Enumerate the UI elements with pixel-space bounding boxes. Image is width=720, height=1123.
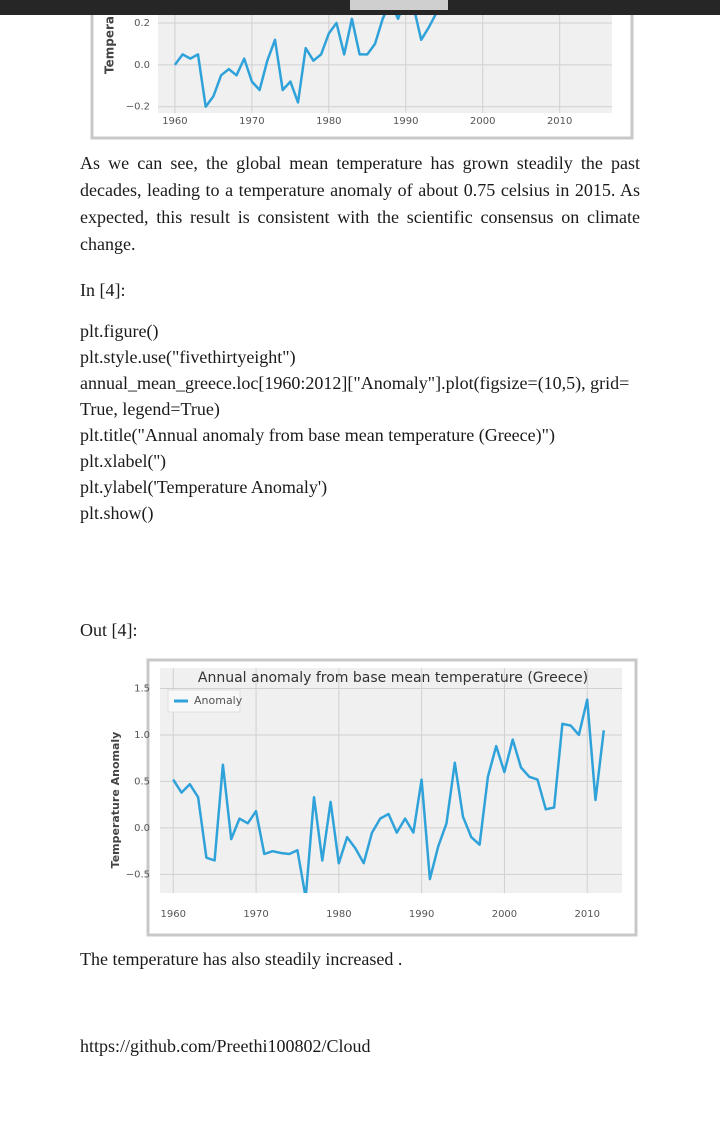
- x-tick-label: 2000: [470, 116, 495, 127]
- x-tick-label: 1990: [393, 116, 418, 127]
- x-tick-label: 1980: [316, 116, 341, 127]
- x-tick-label: 2010: [547, 116, 572, 127]
- code-line: plt.ylabel('Temperature Anomaly'): [80, 477, 328, 497]
- legend-label: Anomaly: [194, 694, 243, 707]
- code-line: plt.title("Annual anomaly from base mean…: [80, 425, 555, 445]
- x-tick-label: 2000: [492, 909, 517, 920]
- y-tick-label: 0.2: [134, 18, 150, 29]
- chart-labels: 1960 1970 1980 1990 2000 2010 0.2 0.0 −0.2 Temper…: [103, 16, 600, 920]
- x-tick-label: 1970: [239, 116, 264, 127]
- legend-box: [167, 689, 241, 713]
- data-line: [172, 698, 606, 893]
- y-tick-label: 0.0: [134, 60, 150, 71]
- chart-title: Annual anomaly from base mean temperatur…: [198, 670, 588, 686]
- x-tick-label: 2010: [574, 909, 599, 920]
- conclusion: The temperature has also steadily increa…: [80, 949, 403, 969]
- paragraph: As we can see, the global mean temperatu…: [80, 153, 640, 254]
- code-block: plt.figure() plt.style.use("fivethirtyeig…: [80, 318, 640, 526]
- in-prompt: In [4]:: [80, 280, 126, 300]
- link[interactable]: https://github.com/Preethi100802/Cloud: [80, 1036, 371, 1056]
- y-tick-label: 1.0: [134, 730, 150, 741]
- x-tick-label: 1980: [326, 909, 351, 920]
- y-tick-label: 1.5: [134, 683, 150, 694]
- y-tick-label: 0.5: [134, 776, 150, 787]
- y-axis-label: Tempera: [103, 16, 117, 74]
- y-tick-label: −0.5: [126, 869, 150, 880]
- x-tick-label: 1960: [162, 116, 187, 127]
- y-tick-label: −0.2: [126, 102, 150, 113]
- y-axis-label: Temperature Anomaly: [109, 732, 122, 869]
- y-tick-label: 0.0: [134, 823, 150, 834]
- code-line: annual_mean_greece.loc[1960:2012]["Anoma…: [80, 373, 630, 419]
- code-line: plt.figure(): [80, 321, 159, 341]
- code-line: plt.xlabel(''): [80, 451, 166, 471]
- out-prompt: Out [4]:: [80, 620, 138, 640]
- top-plot-area: [158, 0, 612, 113]
- x-tick-label: 1990: [409, 909, 434, 920]
- code-line: plt.style.use("fivethirtyeight"): [80, 347, 296, 367]
- code-line: plt.show(): [80, 503, 154, 523]
- x-tick-label: 1960: [161, 909, 186, 920]
- x-tick-label: 1970: [243, 909, 268, 920]
- scroll-thumb: [350, 0, 448, 10]
